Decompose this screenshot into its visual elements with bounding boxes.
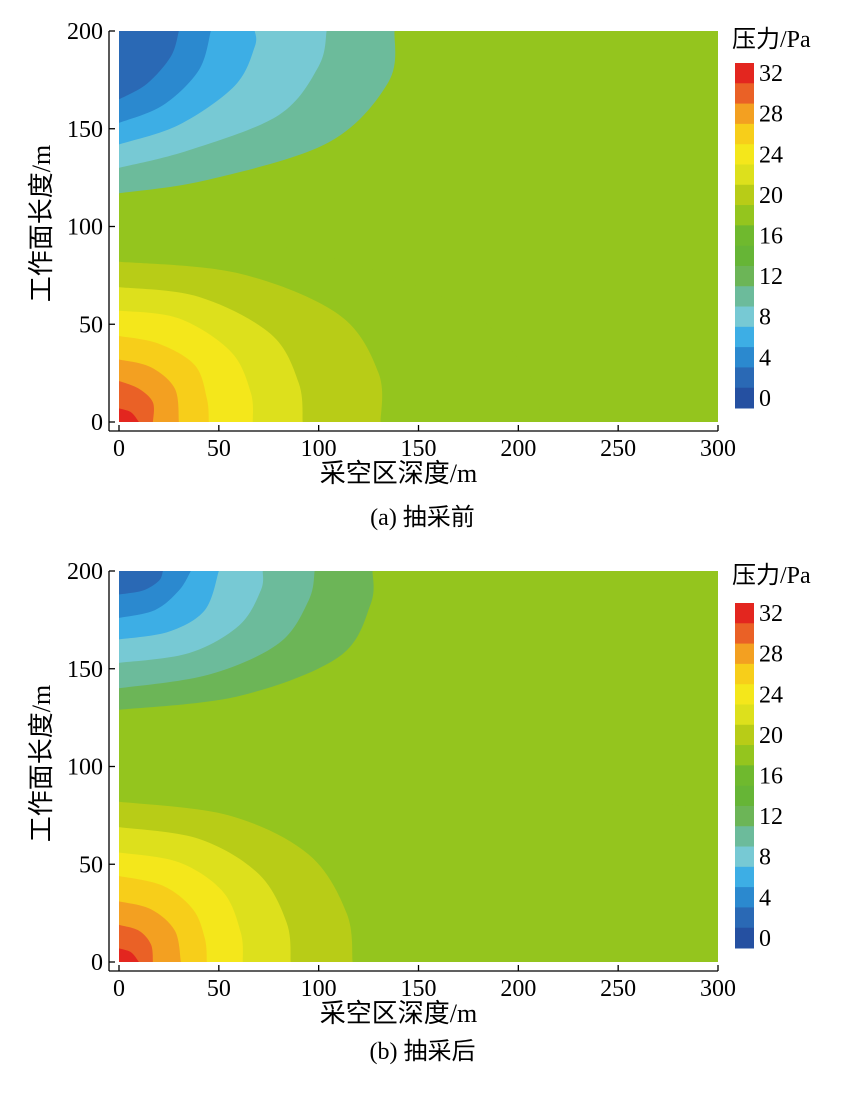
x-axis-label: 采空区深度/m bbox=[320, 999, 477, 1028]
colorbar-label: 28 bbox=[759, 642, 783, 668]
colorbar-swatch bbox=[735, 866, 754, 888]
colorbar-swatch bbox=[735, 265, 754, 287]
x-axis-label: 采空区深度/m bbox=[320, 459, 477, 488]
y-tick-label: 100 bbox=[67, 215, 103, 241]
colorbar-swatch bbox=[735, 826, 754, 848]
colorbar-label: 0 bbox=[759, 926, 771, 952]
x-tick-label: 150 bbox=[401, 976, 437, 1002]
colorbar-swatch bbox=[735, 663, 754, 685]
contour-chart-b: 0 50 100 150 200 250 300050100150200采空区深度/m工作面… bbox=[27, 559, 783, 1028]
y-tick-label: 0 bbox=[91, 950, 103, 976]
y-tick-label: 50 bbox=[79, 312, 103, 338]
colorbar-swatch bbox=[735, 887, 754, 908]
colorbar-swatch bbox=[735, 63, 754, 84]
x-tick-label: 100 bbox=[301, 436, 337, 462]
y-tick-label: 200 bbox=[67, 19, 103, 45]
y-tick-label: 150 bbox=[67, 657, 103, 683]
colorbar-label: 32 bbox=[759, 61, 783, 87]
colorbar-swatch bbox=[735, 123, 754, 145]
contour-band-2 bbox=[119, 31, 179, 100]
contour-panel-a: 0 50 100 150 200 250 300 0 50 100 150 200 采空区深度/m 工作面… bbox=[0, 0, 845, 546]
contour-band-30 bbox=[119, 948, 139, 962]
colorbar-swatch bbox=[735, 144, 754, 165]
colorbar-swatch bbox=[735, 184, 754, 206]
colorbar-label: 16 bbox=[759, 764, 783, 790]
colorbar-swatch bbox=[735, 225, 754, 247]
colorbar-swatch bbox=[735, 684, 754, 705]
colorbar-swatch bbox=[735, 907, 754, 929]
colorbar-label: 20 bbox=[759, 723, 783, 749]
colorbar-swatch bbox=[735, 286, 754, 308]
colorbar-swatch bbox=[735, 83, 754, 105]
x-tick-label: 300 bbox=[700, 436, 736, 462]
x-tick-label: 100 bbox=[301, 976, 337, 1002]
y-tick-label: 50 bbox=[79, 852, 103, 878]
caption-a: (a) 抽采前 bbox=[370, 505, 475, 531]
contour-band-2 bbox=[119, 571, 163, 595]
x-tick-label: 50 bbox=[207, 436, 231, 462]
y-tick-label: 100 bbox=[67, 755, 103, 781]
colorbar-label: 4 bbox=[759, 345, 771, 371]
caption-b: (b) 抽采后 bbox=[369, 1039, 476, 1065]
colorbar-swatch bbox=[735, 387, 754, 409]
colorbar-swatch bbox=[735, 704, 754, 726]
contour-panel-b: 0 50 100 150 200 250 300 0 50 100 150 200 采空区深度/m 工作面… bbox=[0, 540, 845, 1086]
colorbar-swatch bbox=[735, 347, 754, 368]
x-tick-label: 250 bbox=[600, 976, 636, 1002]
colorbar-title-b: 压力/Pa bbox=[732, 563, 811, 589]
colorbar-swatch bbox=[735, 623, 754, 645]
colorbar-swatch bbox=[735, 603, 754, 624]
x-tick-label: 0 bbox=[113, 976, 125, 1002]
colorbar-label: 32 bbox=[759, 601, 783, 627]
colorbar-label: 24 bbox=[759, 682, 783, 708]
colorbar-label: 8 bbox=[759, 305, 771, 331]
colorbar-swatch bbox=[735, 164, 754, 186]
y-tick-label: 0 bbox=[91, 410, 103, 436]
colorbar-label: 4 bbox=[759, 885, 771, 911]
colorbar-swatch bbox=[735, 326, 754, 348]
colorbar-label: 16 bbox=[759, 224, 783, 250]
x-tick-label: 50 bbox=[207, 976, 231, 1002]
colorbar-swatch bbox=[735, 643, 754, 665]
colorbar-swatch bbox=[735, 205, 754, 226]
colorbar-label: 28 bbox=[759, 102, 783, 128]
colorbar-label: 12 bbox=[759, 804, 783, 830]
colorbar-label: 24 bbox=[759, 142, 783, 168]
x-tick-label: 150 bbox=[401, 436, 437, 462]
x-tick-label: 250 bbox=[600, 436, 636, 462]
colorbar-label: 8 bbox=[759, 845, 771, 871]
colorbar-label: 12 bbox=[759, 264, 783, 290]
colorbar-swatch bbox=[735, 846, 754, 868]
contour-band-30 bbox=[119, 408, 139, 422]
colorbar-swatch bbox=[735, 745, 754, 766]
colorbar-swatch bbox=[735, 245, 754, 267]
colorbar-swatch bbox=[735, 785, 754, 807]
y-axis-label: 工作面长度/m bbox=[27, 145, 56, 302]
y-axis-label: 工作面长度/m bbox=[27, 685, 56, 842]
colorbar-swatch bbox=[735, 306, 754, 328]
x-tick-label: 300 bbox=[700, 976, 736, 1002]
colorbar-label: 20 bbox=[759, 183, 783, 209]
y-tick-label: 150 bbox=[67, 117, 103, 143]
colorbar-label: 0 bbox=[759, 386, 771, 412]
colorbar-swatch bbox=[735, 927, 754, 949]
y-tick-label: 200 bbox=[67, 559, 103, 585]
x-tick-label: 200 bbox=[500, 976, 536, 1002]
colorbar-swatch bbox=[735, 765, 754, 787]
colorbar-swatch bbox=[735, 724, 754, 746]
contour-chart-a: 0 50 100 150 200 250 300050100150200采空区深度/m工作面… bbox=[27, 19, 783, 488]
colorbar-swatch bbox=[735, 805, 754, 827]
colorbar-swatch bbox=[735, 103, 754, 125]
x-tick-label: 200 bbox=[500, 436, 536, 462]
colorbar-title-a: 压力/Pa bbox=[732, 27, 811, 53]
x-tick-label: 0 bbox=[113, 436, 125, 462]
colorbar-swatch bbox=[735, 367, 754, 389]
